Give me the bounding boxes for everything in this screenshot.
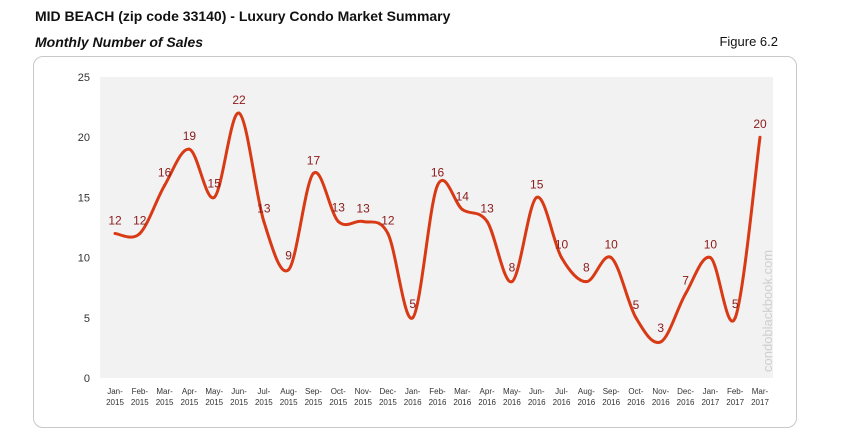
data-point	[386, 232, 390, 236]
data-point	[634, 316, 638, 320]
x-tick-label: Mar-2015	[156, 387, 174, 407]
data-point	[436, 183, 439, 187]
x-tick-label: Oct-2015	[329, 387, 347, 407]
data-point	[659, 340, 663, 344]
data-point	[163, 183, 167, 187]
data-point	[510, 280, 514, 284]
figure-label: Figure 6.2	[719, 34, 778, 49]
x-tick-label: Jun-2016	[528, 387, 546, 407]
x-tick-label: Nov-2015	[354, 387, 372, 407]
y-tick-label: 20	[78, 132, 90, 144]
data-point	[584, 280, 588, 284]
data-point	[187, 147, 191, 151]
data-label: 12	[108, 214, 122, 228]
x-tick-label: Dec-2016	[677, 387, 695, 407]
data-point	[609, 256, 613, 260]
y-tick-label: 25	[78, 72, 90, 84]
x-tick-label: Feb-2015	[131, 387, 149, 407]
data-point	[311, 171, 315, 175]
x-tick-label: Jan-2015	[106, 387, 124, 407]
x-tick-label: Jun-2015	[230, 387, 248, 407]
x-tick-label: Sep-2015	[305, 387, 323, 407]
plot-area	[100, 77, 773, 378]
data-label: 22	[232, 93, 246, 107]
x-tick-label: Jan-2016	[404, 387, 422, 407]
data-label: 10	[604, 238, 618, 252]
data-label: 19	[183, 129, 197, 143]
x-tick-label: Nov-2016	[652, 387, 670, 407]
y-tick-label: 0	[84, 373, 90, 385]
data-label: 16	[431, 165, 445, 179]
data-label: 5	[732, 297, 739, 311]
data-label: 15	[208, 176, 222, 190]
x-tick-label: Aug-2015	[280, 387, 298, 407]
data-point	[113, 232, 117, 236]
data-label: 10	[555, 238, 569, 252]
data-label: 17	[307, 153, 321, 167]
data-label: 5	[409, 297, 416, 311]
x-tick-label: Feb-2016	[429, 387, 447, 407]
x-tick-label: Sep-2016	[602, 387, 620, 407]
x-tick-label: Feb-2017	[726, 387, 744, 407]
data-point	[535, 195, 539, 199]
x-tick-label: Mar-2016	[453, 387, 471, 407]
y-tick-label: 10	[78, 253, 90, 265]
x-tick-label: Mar-2017	[751, 387, 769, 407]
data-label: 12	[381, 214, 395, 228]
chart-subtitle: Monthly Number of Sales	[35, 34, 204, 50]
x-tick-label: Jul-2015	[255, 387, 273, 407]
data-label: 13	[257, 201, 271, 215]
data-point	[708, 256, 712, 260]
x-tick-label: Apr-2016	[478, 387, 496, 407]
data-label: 7	[682, 274, 689, 288]
data-point	[212, 195, 216, 199]
data-label: 13	[332, 200, 346, 214]
page-title: MID BEACH (zip code 33140) - Luxury Cond…	[35, 8, 451, 24]
x-tick-label: Oct-2016	[627, 387, 645, 407]
data-label: 9	[285, 249, 292, 263]
data-label: 3	[657, 321, 664, 335]
data-point	[684, 292, 688, 296]
data-label: 8	[583, 261, 590, 275]
y-tick-label: 15	[78, 192, 90, 204]
data-label: 5	[633, 298, 640, 312]
data-point	[336, 219, 340, 223]
data-label: 13	[356, 201, 370, 215]
data-point	[138, 232, 142, 236]
x-tick-label: May-2016	[503, 387, 521, 407]
data-label: 8	[509, 261, 516, 275]
data-point	[287, 268, 291, 272]
data-label: 14	[456, 189, 470, 203]
data-label: 10	[704, 238, 718, 252]
y-tick-label: 5	[84, 313, 90, 325]
data-point	[460, 207, 464, 211]
data-point	[361, 219, 365, 223]
data-label: 20	[753, 117, 767, 131]
x-tick-label: Jan-2017	[701, 387, 719, 407]
watermark: condoblackbook.com	[760, 250, 775, 372]
data-label: 15	[530, 177, 544, 191]
x-tick-label: Aug-2016	[577, 387, 595, 407]
x-tick-label: Jul-2016	[553, 387, 571, 407]
x-tick-label: May-2015	[205, 387, 223, 407]
data-point	[758, 135, 762, 139]
data-point	[485, 219, 489, 223]
data-label: 12	[133, 214, 147, 228]
data-label: 16	[158, 165, 172, 179]
data-point	[733, 316, 737, 320]
x-tick-label: Apr-2015	[181, 387, 199, 407]
data-label: 13	[480, 201, 494, 215]
x-tick-label: Dec-2015	[379, 387, 397, 407]
data-point	[237, 111, 241, 115]
data-point	[411, 316, 415, 320]
data-point	[262, 219, 266, 223]
data-point	[560, 256, 564, 260]
